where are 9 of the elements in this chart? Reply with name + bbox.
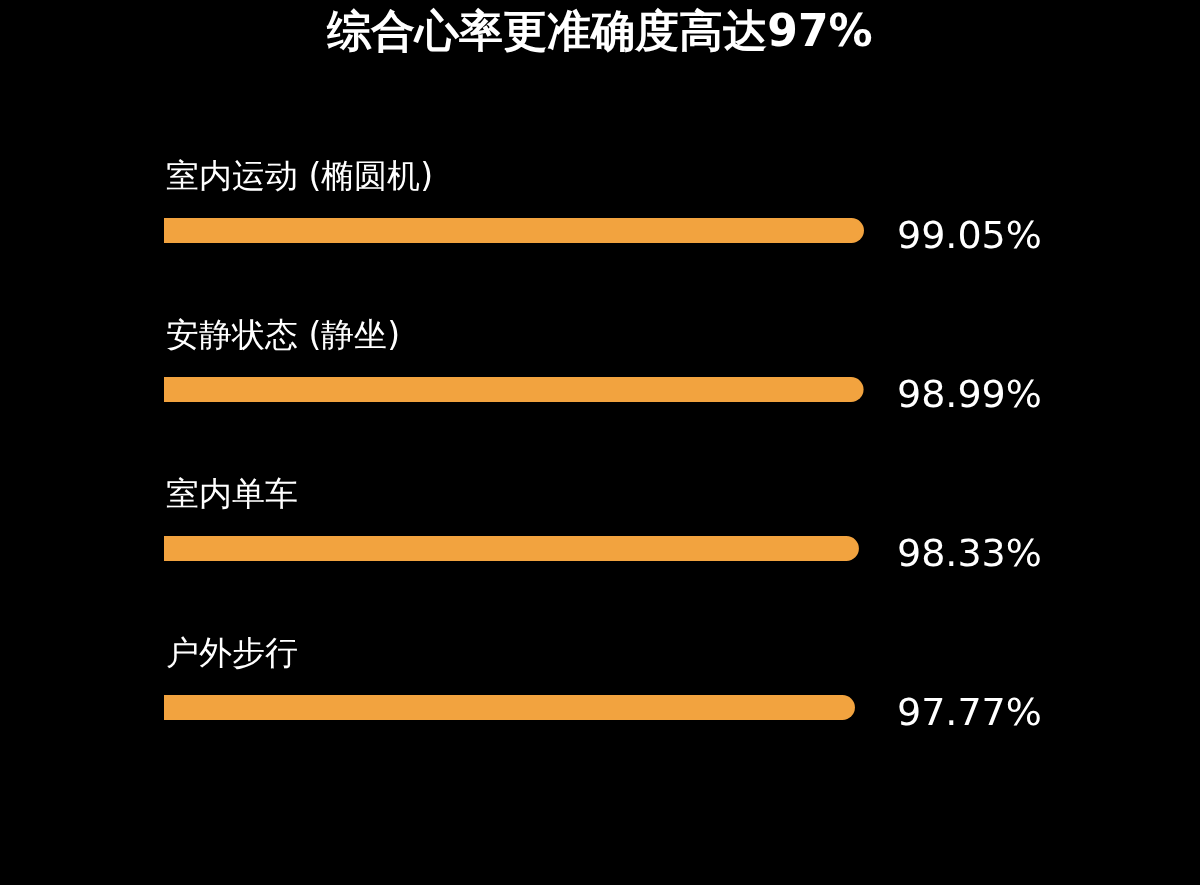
value-label: 99.05% [897, 213, 1042, 257]
category-label: 室内单车 [166, 474, 298, 513]
category-label: 户外步行 [166, 633, 298, 672]
title: 综合心率更准确度高达97% [327, 5, 873, 56]
value-label: 98.33% [897, 531, 1042, 575]
value-label: 97.77% [897, 690, 1042, 734]
value-label: 98.99% [897, 372, 1042, 416]
category-label: 安静状态 (静坐) [166, 315, 401, 354]
category-label: 室内运动 (椭圆机) [166, 156, 434, 195]
